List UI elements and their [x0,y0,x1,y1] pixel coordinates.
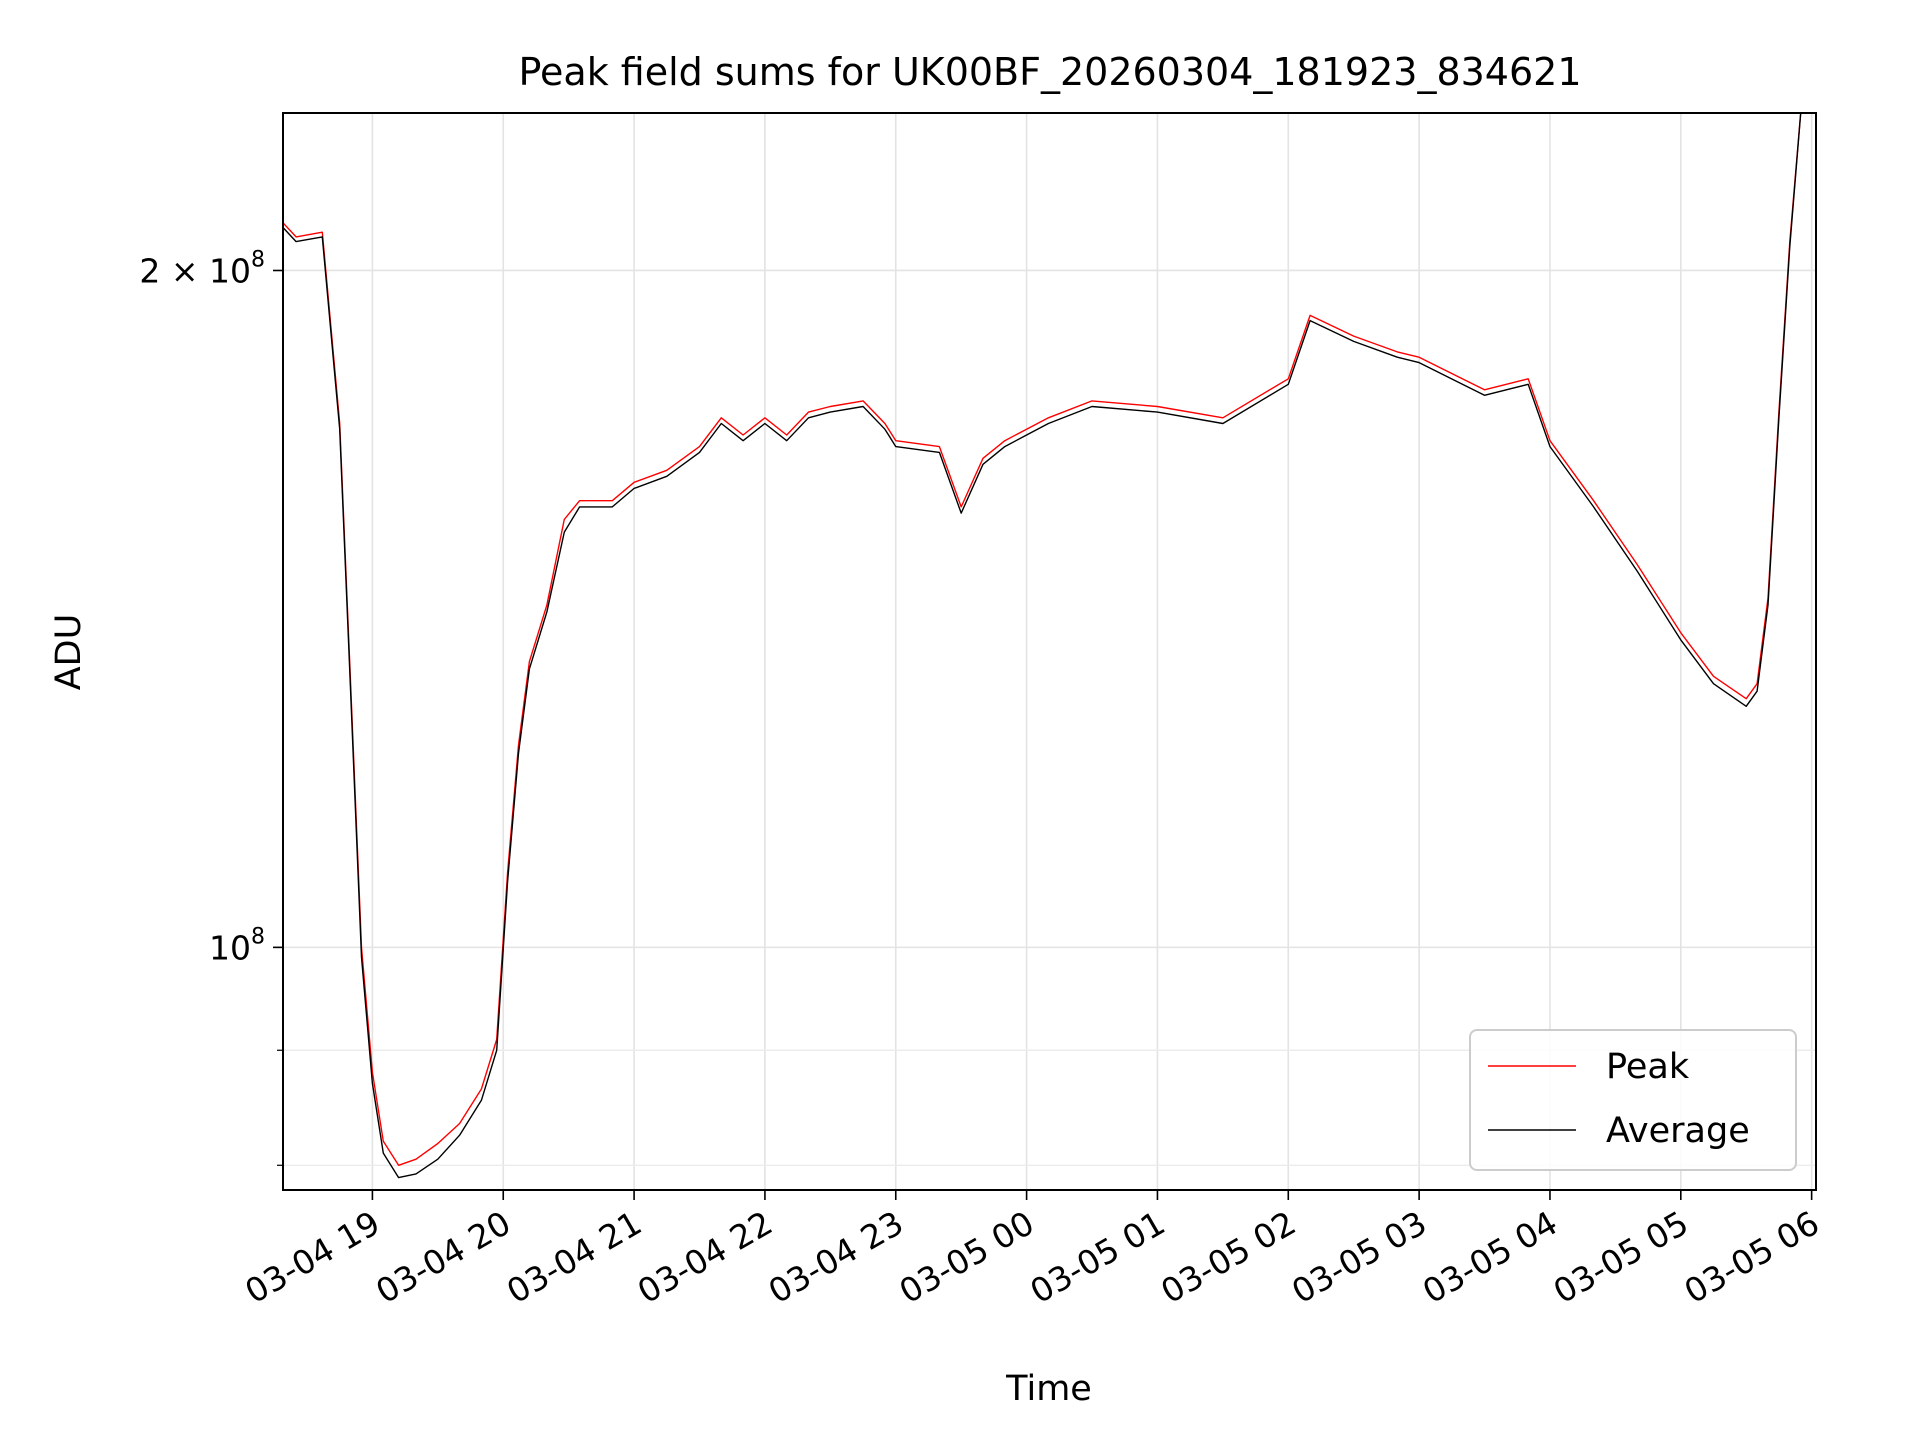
series-line-average [282,112,1802,1179]
y-tick-exponent: 8 [251,247,265,272]
series-layer [282,112,1802,1179]
plot-frame [282,112,1817,1191]
legend-box [1469,1029,1797,1171]
x-axis-label: Time [1005,1369,1092,1409]
chart-title: Peak field sums for UK00BF_20260304_1819… [518,50,1581,94]
legend-label-peak: Peak [1606,1047,1690,1087]
y-tick-label: 2 × 108 [139,247,265,290]
series-line-peak [282,112,1802,1167]
legend: Peak Average [1469,1029,1797,1171]
y-axis-label: ADU [49,614,89,691]
y-tick-label: 108 [209,924,265,967]
y-tick-base: 10 [209,928,251,967]
y-tick-exponent: 8 [251,924,265,949]
grid [283,113,1816,1190]
legend-label-average: Average [1606,1111,1750,1151]
y-tick-base: 2 × 10 [139,251,251,290]
